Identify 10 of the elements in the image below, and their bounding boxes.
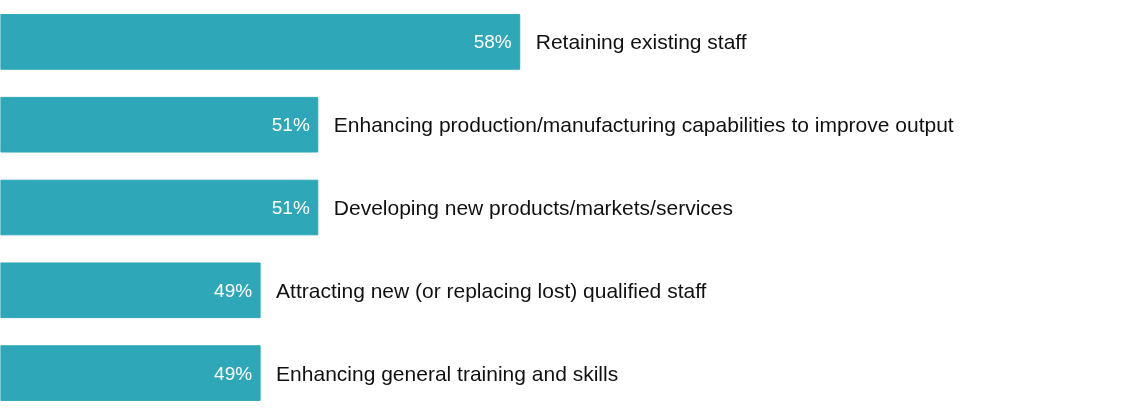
y-tick-label: Attracting new (or replacing lost) qualified staff	[276, 278, 707, 302]
data-label: 51%	[271, 114, 310, 136]
y-tick-label: Enhancing production/manufacturing capabilities to improve output	[333, 113, 954, 137]
data-label: 58%	[473, 31, 512, 53]
data-label: 51%	[271, 197, 310, 218]
y-tick-label: Developing new products/markets/services	[333, 196, 733, 219]
data-label: 49%	[214, 362, 253, 384]
y-tick-label: Retaining existing staff	[535, 30, 747, 54]
data-label: 49%	[214, 279, 253, 301]
y-tick-label: Enhancing general training and skills	[276, 361, 619, 385]
